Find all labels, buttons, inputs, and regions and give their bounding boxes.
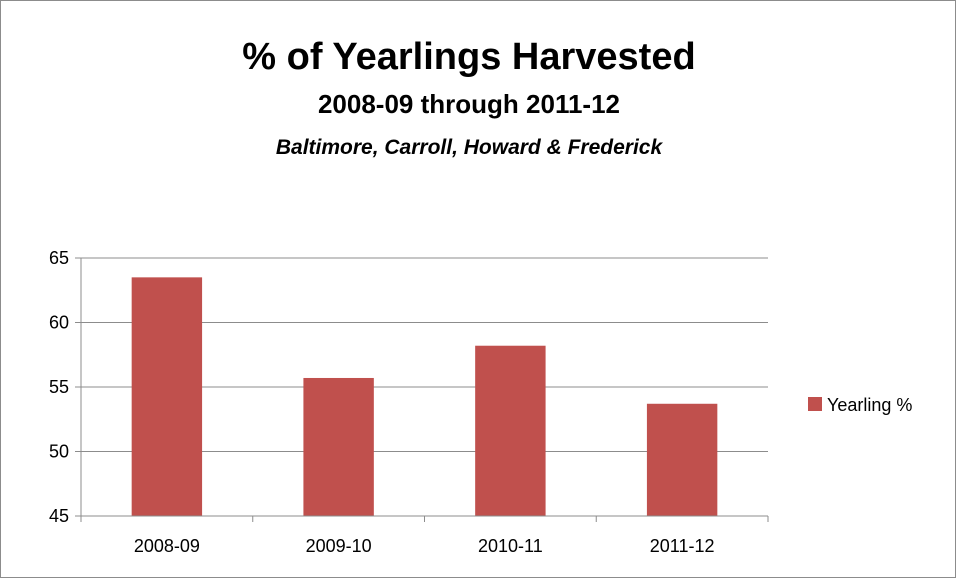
x-tick-label: 2011-12 bbox=[650, 536, 715, 556]
y-tick-label: 65 bbox=[49, 248, 69, 268]
bars bbox=[131, 277, 718, 516]
bar-2008-09 bbox=[131, 277, 203, 516]
legend-swatch bbox=[808, 397, 822, 411]
legend: Yearling % bbox=[808, 395, 912, 415]
bar-2009-10 bbox=[303, 377, 374, 516]
chart-subtitle-regions: Baltimore, Carroll, Howard & Frederick bbox=[276, 136, 664, 159]
x-tick-label: 2009-10 bbox=[306, 536, 372, 556]
x-tick-label: 2008-09 bbox=[134, 536, 200, 556]
chart-subtitle: 2008-09 through 2011-12 bbox=[318, 89, 620, 119]
axes: 45 50 55 60 65 2008-09 2009-10 2010-11 2011-12 bbox=[49, 248, 769, 556]
bar-2010-11 bbox=[475, 345, 546, 516]
bar-2011-12 bbox=[646, 403, 718, 516]
y-tick-label: 45 bbox=[49, 506, 69, 526]
x-tick-label: 2010-11 bbox=[478, 536, 543, 556]
legend-label: Yearling % bbox=[827, 395, 912, 415]
y-tick-label: 55 bbox=[49, 377, 69, 397]
y-tick-label: 60 bbox=[49, 313, 69, 333]
y-tick-label: 50 bbox=[49, 442, 69, 462]
chart-title: % of Yearlings Harvested bbox=[242, 36, 695, 78]
